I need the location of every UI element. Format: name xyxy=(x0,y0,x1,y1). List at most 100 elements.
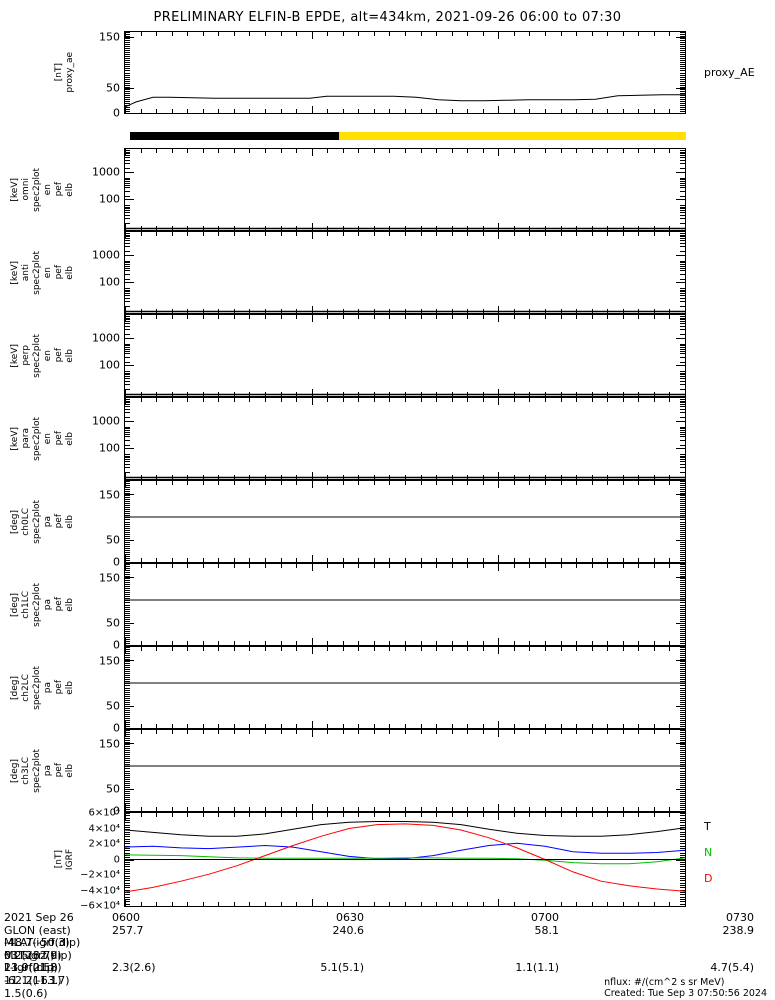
bottom-axis-cell: 0.2(23.7) xyxy=(4,948,55,962)
panel-pa-ch3lc-ytick-label: 50 xyxy=(106,782,120,795)
bottom-axis-row: MLAT-igrf(dip) -48.7(-50.3) 63.5(62.9) 13.0… xyxy=(4,936,775,987)
panel-pa-ch2lc-ylabel: elb pef pa spec2plot ch2LC [deg] xyxy=(10,646,76,729)
panel-en-omni-ytick-label: 100 xyxy=(99,192,120,206)
ylabel-line: elb xyxy=(65,348,75,363)
igrf-legend-t: T xyxy=(704,820,711,833)
panel-en-omni-ylabel: elb pef en spec2plot omni [keV] xyxy=(10,148,76,231)
panel-igrf-ytick-label: −4×10⁴ xyxy=(80,885,120,896)
panel-pa-ch1lc-ylabel: elb pef pa spec2plot ch1LC [deg] xyxy=(10,563,76,646)
panel-pa-ch3lc-lc-line xyxy=(125,765,685,767)
ylabel-line: pef xyxy=(54,265,64,280)
panel-proxy-ae-right-label: proxy_AE xyxy=(704,65,755,79)
ylabel-line: pef xyxy=(54,597,64,612)
panel-igrf-ytick-label: −2×10⁴ xyxy=(80,869,120,881)
bottom-axis-cell: 11.1(11.1) xyxy=(4,973,62,987)
bottom-axis-cell: -48.7(-50.3) xyxy=(4,936,70,950)
panel-igrf-traces xyxy=(125,821,685,893)
panel-pa-ch0lc-lc-line xyxy=(125,516,685,518)
panel-en-para-ytick-label: 100 xyxy=(99,441,120,455)
ylabel-line: [deg] xyxy=(10,675,20,700)
footer-created: Created: Tue Sep 3 07:50:56 2024 xyxy=(604,988,767,999)
ylabel-line: pef xyxy=(54,680,64,695)
bottom-axis-row: L-igrf(dip) 2.3(2.6) 5.1(5.1) 1.1(1.1) 4.7(5… xyxy=(4,962,775,975)
panel-en-perp-ylabel: elb pef en spec2plot perp [keV] xyxy=(10,314,76,397)
ylabel-line: pa xyxy=(43,598,53,611)
panel-pa-ch3lc-ticks xyxy=(125,730,685,811)
igrf-legend-d: D xyxy=(704,872,713,885)
panel-pa-ch0lc-ytick-label: 0 xyxy=(113,555,120,569)
panel-en-omni-ticks xyxy=(125,149,685,230)
panel-proxy-ae xyxy=(124,31,686,114)
bottom-axis-cell: 21.9(21.8) xyxy=(4,961,62,975)
ylabel-line: spec2plot xyxy=(32,250,42,295)
panel-pa-ch3lc-ytick-label: 150 xyxy=(99,737,120,750)
ylabel-line: proxy_ae xyxy=(65,52,75,93)
panel-pa-ch3lc xyxy=(124,729,686,812)
ylabel-line: [deg] xyxy=(10,509,20,534)
ylabel-line: spec2plot xyxy=(32,748,42,793)
bottom-axis-row: 2021 Sep 26 0600 0630 0700 0730 xyxy=(4,911,775,925)
ylabel-line: para xyxy=(21,428,31,449)
bottom-axis-row: GLON (east) 257.7 240.6 58.1 238.9 xyxy=(4,923,775,938)
ylabel-line: spec2plot xyxy=(32,582,42,627)
ylabel-line: spec2plot xyxy=(32,416,42,461)
panel-proxy-ae-ticks xyxy=(125,32,685,113)
ylabel-line: ch2LC xyxy=(21,673,31,702)
ylabel-line: [deg] xyxy=(10,592,20,617)
ylabel-line: [nT] xyxy=(54,63,64,82)
panel-en-anti-ytick-label: 1000 xyxy=(92,248,120,262)
ylabel-line: ch3LC xyxy=(21,756,31,785)
bottom-axis-row-label: MLT-igrf(dip) xyxy=(4,948,72,962)
igrf-legend-n: N xyxy=(704,846,713,859)
status-bar-segment-0 xyxy=(130,132,339,140)
ylabel-line: spec2plot xyxy=(32,167,42,212)
footer-units: nflux: #/(cm^2 s sr MeV) xyxy=(604,977,725,988)
panel-en-para-ylabel: elb pef en spec2plot para [keV] xyxy=(10,397,76,480)
panel-proxy-ae-ytick-label: 0 xyxy=(113,106,120,120)
panel-igrf xyxy=(124,812,686,907)
bottom-axis-cell: 2.3(2.6) xyxy=(112,961,156,975)
ylabel-line: pa xyxy=(43,515,53,528)
ylabel-line: pef xyxy=(54,763,64,778)
panel-pa-ch2lc-ytick-label: 0 xyxy=(113,721,120,735)
ylabel-line: spec2plot xyxy=(32,499,42,544)
bottom-axis-cell: 1.1(1.1) xyxy=(515,961,559,975)
bottom-axis-cell: 0730 xyxy=(726,911,754,924)
panel-en-para xyxy=(124,397,686,480)
bottom-axis-cell: 0630 xyxy=(336,911,364,924)
panel-pa-ch2lc-lc-line xyxy=(125,682,685,684)
panel-pa-ch2lc xyxy=(124,646,686,729)
panel-pa-ch1lc-ytick-label: 0 xyxy=(113,638,120,652)
bottom-axis-cell: 13.0(0.5) xyxy=(4,961,55,975)
panel-proxy-ae-ylabel: proxy_ae [nT] xyxy=(54,31,76,114)
bottom-axis-annotations: 2021 Sep 26 0600 0630 0700 0730 GLON (east) 25… xyxy=(4,911,775,999)
ylabel-line: omni xyxy=(21,178,31,201)
ylabel-line: IGRF xyxy=(65,848,75,871)
bottom-axis-cell: 1.5(0.6) xyxy=(4,986,48,1000)
bottom-axis-cell: 257.7 xyxy=(112,923,144,937)
panel-pa-ch2lc-ytick-label: 150 xyxy=(99,654,120,667)
ylabel-line: pef xyxy=(54,514,64,529)
panel-igrf-ytick-label: −6×10⁴ xyxy=(80,900,120,912)
footer-note: nflux: #/(cm^2 s sr MeV) Created: Tue Se… xyxy=(604,977,767,999)
ylabel-line: elb xyxy=(65,182,75,197)
panel-pa-ch2lc-ytick-label: 50 xyxy=(106,699,120,712)
science-zone-status-bar xyxy=(130,132,686,140)
ylabel-line: [nT] xyxy=(54,850,64,869)
bottom-axis-cell: 240.6 xyxy=(332,923,365,937)
page-title: PRELIMINARY ELFIN-B EPDE, alt=434km, 202… xyxy=(153,10,622,25)
panel-en-anti-baseline xyxy=(125,310,685,313)
ylabel-line: elb xyxy=(65,763,75,778)
panel-proxy-ae-ytick-label: 50 xyxy=(106,81,120,95)
ylabel-line: spec2plot xyxy=(32,333,42,378)
panel-proxy-ae-traces xyxy=(125,94,685,108)
panel-en-anti-ticks xyxy=(125,232,685,313)
ylabel-line: [deg] xyxy=(10,758,20,783)
ylabel-line: anti xyxy=(21,263,31,282)
bottom-axis-row-label: L-igrf(dip) xyxy=(4,961,58,975)
panel-igrf-ytick-label: 4×10⁴ xyxy=(88,823,120,834)
panel-pa-ch0lc xyxy=(124,480,686,563)
panel-en-anti xyxy=(124,231,686,314)
ylabel-line: [keV] xyxy=(10,260,20,285)
bottom-axis-cell: 5.1(5.1) xyxy=(320,961,364,975)
